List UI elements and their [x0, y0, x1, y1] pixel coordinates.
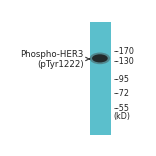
Bar	[90, 22, 111, 135]
Ellipse shape	[92, 54, 108, 62]
Text: --95: --95	[113, 75, 129, 84]
Text: (kD): (kD)	[113, 112, 130, 121]
Text: --72: --72	[113, 89, 129, 98]
Text: Phospho-HER3: Phospho-HER3	[20, 50, 84, 59]
Text: --170: --170	[113, 47, 134, 56]
Text: --130: --130	[113, 57, 134, 66]
Ellipse shape	[90, 53, 110, 64]
Text: --55: --55	[113, 104, 129, 113]
Text: (pTyr1222): (pTyr1222)	[37, 60, 84, 69]
